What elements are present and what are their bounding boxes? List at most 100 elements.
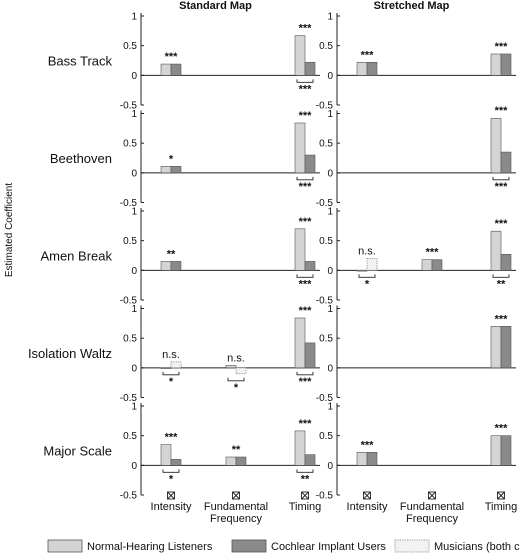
bar-ci <box>500 325 512 369</box>
panel-0: -0.5 0 0.5 1 *** *** *** <box>120 12 320 112</box>
x-tick-label: Timing <box>289 501 322 513</box>
legend-label: Musicians (both cohorts) <box>434 541 520 553</box>
significance-label: * <box>169 153 174 165</box>
bar-ci <box>500 53 512 76</box>
significance-label: *** <box>299 110 313 122</box>
y-tick-label: 1 <box>327 402 333 413</box>
bracket <box>296 79 314 83</box>
legend-swatch <box>231 539 267 553</box>
bar-ci <box>431 259 443 271</box>
bar-ci <box>304 342 316 369</box>
bar-ci <box>366 61 378 76</box>
bar-nh <box>160 367 172 369</box>
legend-item: Cochlear Implant Users <box>231 539 386 553</box>
significance-label: *** <box>495 423 509 435</box>
marker-box <box>301 491 309 500</box>
y-tick-label: -0.5 <box>316 296 334 307</box>
bracket <box>492 176 510 181</box>
bar-ci <box>170 459 182 466</box>
bar-nh <box>160 261 172 271</box>
column-title: Standard Map <box>179 0 252 12</box>
bar-nh <box>294 430 306 466</box>
significance-label: ** <box>232 444 241 456</box>
row-label: Major Scale <box>43 443 112 458</box>
bar-ci <box>366 451 378 466</box>
y-tick-label: -0.5 <box>316 101 334 112</box>
y-tick-label: -0.5 <box>120 296 138 307</box>
y-tick-label: -0.5 <box>316 198 334 209</box>
bracket <box>227 377 245 382</box>
bar-nh <box>490 53 502 76</box>
bar-nh <box>490 435 502 466</box>
bracket <box>492 274 510 278</box>
y-tick-label: 0 <box>131 71 137 82</box>
significance-label: n.s. <box>358 245 376 257</box>
y-tick-label: -0.5 <box>316 491 334 502</box>
y-tick-label: 1 <box>327 304 333 315</box>
marker-box <box>428 491 436 500</box>
significance-label: *** <box>165 51 179 63</box>
x-tick-label: Fundamental <box>400 501 464 513</box>
significance-label: *** <box>361 49 375 61</box>
bar-nh <box>294 35 306 76</box>
legend-swatch <box>47 539 83 553</box>
bracket <box>358 274 376 278</box>
bar-nh <box>294 228 306 271</box>
significance-label: ** <box>167 248 176 260</box>
x-tick-marker-icon <box>428 491 436 500</box>
bar-ci <box>235 456 247 466</box>
bar-nh <box>490 230 502 271</box>
panel-7: -0.5 0 0.5 1 *** <box>316 304 516 404</box>
y-tick-label: -0.5 <box>120 491 138 502</box>
marker-cross <box>167 491 175 500</box>
bracket-label: * <box>169 473 174 485</box>
y-tick-label: 0.5 <box>319 334 333 345</box>
x-tick-marker-icon <box>167 491 175 500</box>
y-tick-label: 0.5 <box>123 334 137 345</box>
bar-nh <box>160 444 172 466</box>
y-axis-label: Estimated Coefficient <box>4 183 15 278</box>
panel-5: -0.500.51n.s. ******* ** <box>316 207 516 307</box>
bar-nh <box>490 117 502 174</box>
bar-nh <box>356 61 368 76</box>
panel-6: -0.500.51n.s. n.s.**** * *** <box>120 304 320 404</box>
y-tick-label: 0 <box>131 461 137 472</box>
significance-label: *** <box>165 432 179 444</box>
panel-2: -0.500.51******* <box>120 109 320 209</box>
panel-4: -0.500.51******** <box>120 207 320 307</box>
bracket-label: * <box>365 278 370 290</box>
bar-nh <box>160 63 172 76</box>
marker-box <box>497 491 505 500</box>
y-tick-label: 0.5 <box>319 431 333 442</box>
bracket <box>162 371 180 376</box>
bracket-label: * <box>169 376 174 388</box>
significance-label: *** <box>495 105 509 117</box>
bar-nh <box>356 270 368 272</box>
y-tick-label: 1 <box>327 109 333 120</box>
x-tick-label: Fundamental <box>204 501 268 513</box>
bar-mu <box>235 367 247 375</box>
bracket <box>296 469 314 473</box>
bar-mu <box>366 258 378 271</box>
y-tick-label: 0.5 <box>319 41 333 52</box>
legend-item: Normal-Hearing Listeners <box>47 539 213 553</box>
bracket-label: *** <box>495 181 509 193</box>
x-tick-marker-icon <box>301 491 309 500</box>
bar-ci <box>500 151 512 174</box>
legend-swatch <box>394 539 430 553</box>
x-tick-label: Intensity <box>347 501 388 513</box>
marker-box <box>167 491 175 500</box>
column-title: Stretched Map <box>374 0 450 12</box>
significance-label: *** <box>361 439 375 451</box>
y-tick-label: 1 <box>131 304 137 315</box>
y-tick-label: 0 <box>327 71 333 82</box>
bar-ci <box>304 454 316 466</box>
y-tick-label: 0.5 <box>319 139 333 150</box>
row-label: Beethoven <box>50 151 112 166</box>
significance-label: *** <box>299 418 313 430</box>
bar-nh <box>421 259 433 271</box>
y-tick-label: 1 <box>131 109 137 120</box>
bar-nh <box>294 317 306 369</box>
y-tick-label: 0 <box>327 363 333 374</box>
bar-ci <box>500 254 512 271</box>
